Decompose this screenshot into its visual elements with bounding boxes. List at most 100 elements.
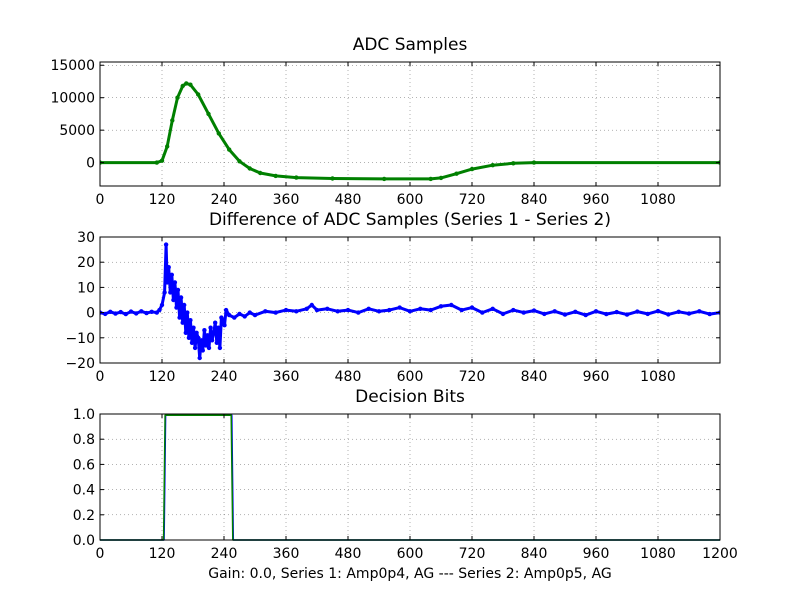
data-point [676,309,681,314]
x-tick-label: 600 [397,546,424,562]
x-tick-label: 840 [521,369,548,385]
data-point [531,308,537,313]
data-point [196,92,201,97]
x-tick-label: 240 [211,192,238,208]
data-point [183,330,188,335]
data-point [165,144,170,149]
data-point [202,328,207,333]
x-tick-label: 1080 [640,546,676,562]
data-point [562,312,568,317]
y-tick-label: 5000 [59,123,95,139]
data-point [232,315,237,320]
data-point [157,307,162,313]
data-point [237,311,242,317]
data-point [200,348,205,353]
data-point [438,304,444,309]
data-point [335,309,340,314]
y-tick-label: 15000 [50,58,95,74]
data-point [428,176,433,182]
x-tick-label: 120 [149,546,176,562]
data-point [407,309,413,314]
data-point [438,175,444,181]
data-point [304,306,309,311]
data-point [139,309,144,314]
data-point [707,311,712,317]
data-point [217,345,223,351]
data-point [314,307,320,313]
y-tick-label: 0 [86,306,95,322]
data-point [211,330,216,335]
y-tick-label: 0.4 [73,483,95,499]
data-point [449,302,454,308]
data-point [469,305,475,310]
data-point [174,305,179,310]
y-tick-label: −10 [65,331,95,347]
data-point [149,309,154,314]
data-point [655,308,661,314]
data-point [573,309,578,314]
x-tick-label: 240 [211,369,238,385]
data-point [170,118,175,123]
data-point [500,311,506,317]
data-point [196,335,201,340]
data-point [220,318,226,323]
data-point [283,307,289,313]
data-point [134,311,139,316]
x-tick-label: 720 [459,546,486,562]
y-tick-label: 30 [77,230,95,246]
data-point [213,320,218,325]
data-point [165,280,170,285]
x-tick-label: 480 [335,192,362,208]
x-tick-label: 120 [149,192,176,208]
y-tick-label: 0.6 [73,457,95,473]
x-tick-label: 360 [273,192,300,208]
data-point [191,325,196,330]
y-tick-label: 0 [86,156,95,172]
data-point [186,335,192,340]
data-point [366,306,371,311]
data-point [294,309,299,314]
data-point [194,330,199,335]
data-point [159,302,165,308]
data-point [171,297,176,303]
x-tick-label: 360 [273,369,300,385]
data-point [604,311,609,317]
x-tick-label: 960 [583,546,610,562]
x-tick-label: 960 [583,369,610,385]
data-point [459,307,464,313]
data-point [227,312,232,318]
data-point [172,280,178,285]
subplot-title: Difference of ADC Samples (Series 1 - Se… [209,210,611,230]
x-tick-label: 1200 [702,546,738,562]
data-point [252,312,258,318]
data-point [593,309,599,314]
y-tick-label: 0.0 [73,533,95,549]
data-point [666,312,671,317]
data-point [144,310,149,316]
data-point [154,160,159,165]
data-point [175,95,180,100]
x-tick-label: 720 [459,192,486,208]
data-point [325,306,330,311]
data-point [118,309,123,315]
y-tick-label: 0.2 [73,508,95,524]
x-tick-label: 480 [335,546,362,562]
data-point [123,311,128,317]
x-tick-label: 840 [521,546,548,562]
x-tick-label: 1080 [640,369,676,385]
data-point [376,309,382,314]
data-point [214,340,219,345]
y-tick-label: 10000 [50,91,95,107]
x-tick-label: 0 [96,369,105,385]
data-point [177,315,182,320]
data-point [206,345,212,351]
data-point [203,343,209,348]
data-point [624,312,630,317]
data-point [175,287,181,293]
axes-frame [99,61,721,187]
data-point [686,311,692,316]
y-tick-label: 1.0 [73,407,95,423]
data-point [330,176,335,181]
data-point [531,160,537,165]
